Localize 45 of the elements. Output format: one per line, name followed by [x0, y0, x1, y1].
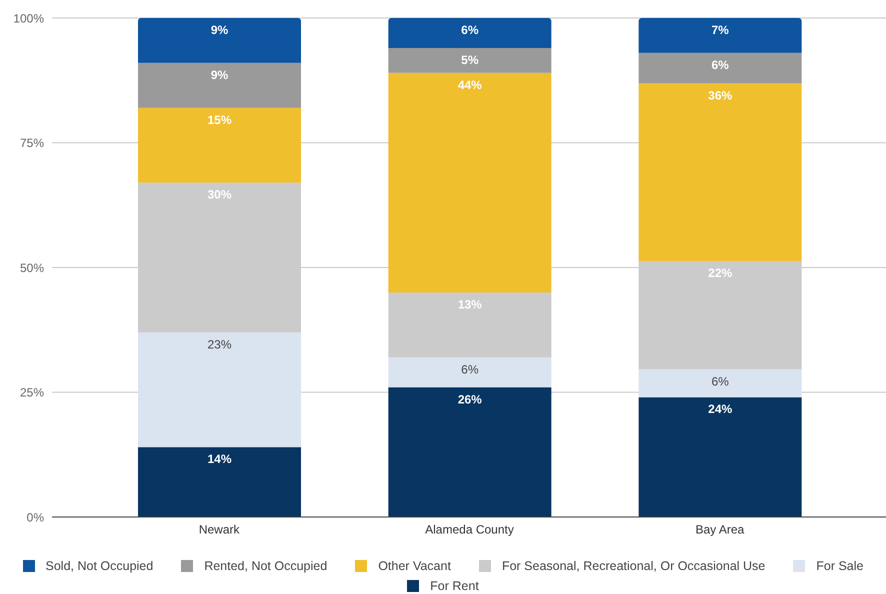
legend-label: For Seasonal, Recreational, Or Occasional Use — [502, 559, 766, 573]
y-tick-label: 25% — [20, 386, 44, 400]
bar — [638, 83, 802, 262]
y-tick-label: 75% — [20, 136, 44, 150]
data-label: 9% — [210, 23, 228, 37]
data-label: 6% — [711, 374, 730, 388]
legend-label: For Rent — [430, 579, 479, 593]
data-label: 23% — [207, 337, 232, 352]
data-label: 24% — [708, 402, 732, 416]
y-tick-label: 50% — [20, 260, 44, 275]
data-label: 6% — [711, 58, 730, 72]
y-tick-label: 0% — [26, 510, 44, 524]
legend-label: Other Vacant — [378, 559, 451, 573]
data-label: 6% — [461, 362, 479, 376]
data-label: 44% — [458, 78, 482, 92]
data-label: 7% — [711, 23, 730, 37]
bar — [638, 397, 802, 517]
legend-label: Sold, Not Occupied — [46, 559, 154, 573]
bar — [388, 292, 552, 358]
bar — [388, 357, 552, 388]
bar — [638, 18, 802, 53]
bar — [138, 62, 301, 108]
bar — [138, 18, 301, 63]
x-tick-label: Newark — [198, 522, 240, 537]
bar — [388, 72, 552, 292]
bar — [138, 332, 301, 448]
bar — [138, 447, 301, 517]
legend-label: Rented, Not Occupied — [204, 559, 328, 573]
x-tick-label: Bay Area — [695, 522, 745, 537]
data-label: 14% — [207, 452, 232, 466]
bar — [388, 387, 552, 517]
data-label: 36% — [708, 88, 732, 102]
data-label: 6% — [461, 23, 479, 37]
legend-label: For Sale — [816, 559, 864, 573]
data-label: 9% — [210, 68, 228, 82]
bar — [388, 48, 552, 73]
bar — [138, 108, 301, 183]
bar — [638, 52, 802, 84]
x-tick-label: Alameda County — [425, 522, 514, 537]
data-label: 15% — [207, 112, 232, 127]
y-tick-label: 100% — [13, 11, 44, 26]
data-label: 26% — [458, 392, 482, 406]
bar — [388, 18, 552, 48]
data-label: 5% — [461, 52, 479, 67]
bar — [638, 369, 802, 398]
